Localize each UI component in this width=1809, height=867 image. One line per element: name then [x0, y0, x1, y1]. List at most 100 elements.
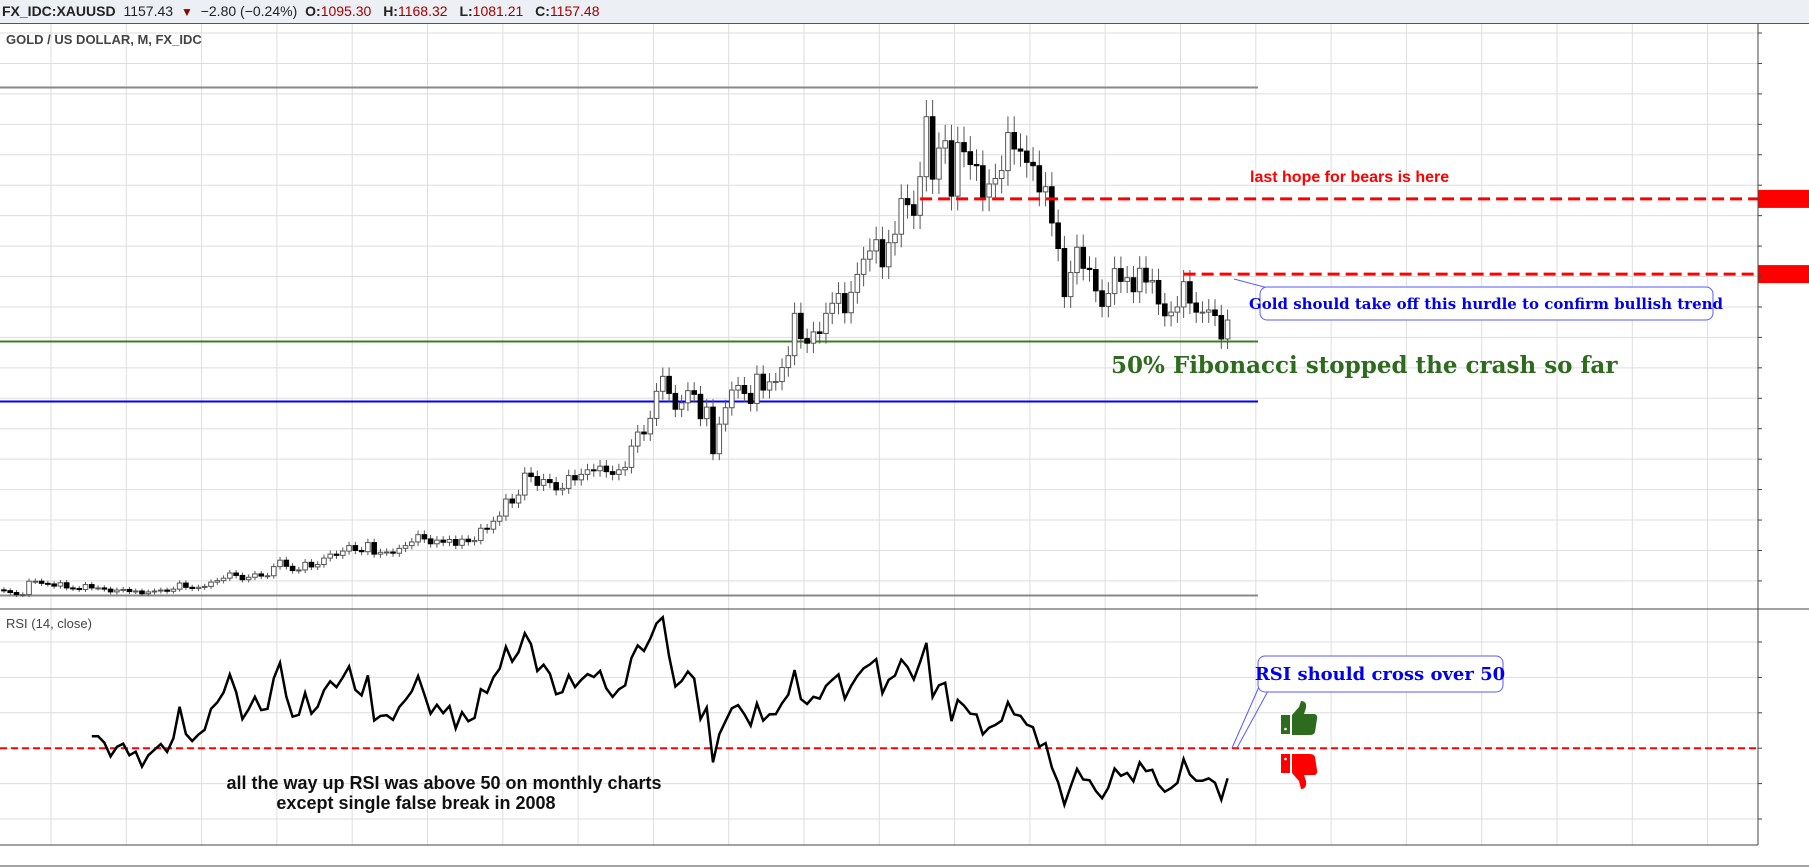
candle — [716, 416, 723, 461]
bears-annotation[interactable]: last hope for bears is here — [1250, 169, 1449, 186]
candle — [446, 535, 453, 547]
candle-body — [1055, 222, 1061, 250]
candle — [515, 489, 522, 509]
candle-body — [95, 587, 101, 590]
candle — [597, 459, 603, 477]
candle — [553, 476, 559, 496]
candle — [189, 584, 195, 592]
candle-body — [478, 527, 484, 541]
candle — [829, 292, 836, 325]
price-level-badge — [1758, 265, 1809, 284]
candle-body — [258, 573, 265, 577]
candle-body — [609, 471, 616, 475]
candle-body — [283, 559, 290, 567]
candle — [258, 570, 265, 579]
candle — [1136, 256, 1143, 304]
candle — [434, 536, 440, 548]
candle-body — [885, 242, 892, 268]
rsi-series — [0, 614, 1758, 810]
candle — [1036, 150, 1043, 207]
candle — [1155, 268, 1162, 315]
candle-body — [697, 393, 704, 420]
fibonacci-retracement[interactable] — [0, 86, 1258, 597]
candle — [660, 367, 666, 400]
rsi-note-line-1[interactable]: all the way up RSI was above 50 on month… — [226, 773, 661, 793]
candle-body — [948, 140, 955, 197]
rsi-callout[interactable]: RSI should cross over 50 — [1231, 655, 1505, 749]
candle — [904, 184, 911, 219]
candle — [616, 463, 622, 481]
candle-body — [1143, 267, 1149, 283]
candle — [948, 124, 955, 211]
hurdle-callout[interactable]: Gold should take off this hurdle to conf… — [1233, 278, 1724, 321]
candle-body — [678, 402, 685, 410]
candle-body — [616, 469, 622, 475]
candle — [1118, 256, 1124, 294]
candle — [998, 155, 1005, 194]
candle-body — [1111, 268, 1118, 295]
candle-body — [540, 479, 547, 486]
candle-body — [1049, 186, 1055, 224]
candle-body — [277, 559, 283, 568]
rsi-note-line-2[interactable]: except single false break in 2008 — [276, 793, 555, 813]
candle-body — [597, 465, 603, 472]
candle — [1199, 301, 1206, 323]
candle-body — [860, 258, 867, 275]
candle-body — [1092, 269, 1099, 292]
candle-body — [245, 576, 252, 581]
candle-body — [1118, 268, 1124, 282]
candle-body — [917, 176, 923, 216]
candle — [1030, 147, 1036, 181]
candle — [835, 282, 842, 315]
candle — [892, 221, 898, 256]
grid — [0, 24, 1758, 845]
candle-body — [220, 577, 227, 582]
candle-body — [333, 553, 340, 556]
horizontal-levels[interactable] — [920, 189, 1809, 284]
symbol-name[interactable]: FX_IDC:XAUUSD — [2, 3, 116, 19]
candle-body — [647, 417, 654, 435]
candle-body — [377, 551, 384, 555]
candle — [967, 136, 974, 180]
candle-body — [590, 469, 597, 472]
candle-body — [565, 475, 572, 489]
candle — [195, 584, 202, 592]
candle-body — [314, 563, 321, 568]
candle — [1099, 279, 1105, 318]
candle — [76, 586, 83, 592]
candle — [365, 538, 371, 556]
candle-body — [415, 534, 421, 543]
fib-stop-annotation[interactable]: 50% Fibonacci stopped the crash so far — [1111, 352, 1618, 379]
candle — [565, 469, 572, 494]
candle-body — [660, 375, 666, 392]
candle-body — [19, 594, 26, 597]
candle-body — [835, 293, 842, 304]
candle — [183, 580, 189, 590]
candle — [158, 587, 164, 594]
candle-body — [296, 569, 302, 572]
candle — [1180, 269, 1187, 318]
candle-body — [302, 561, 308, 571]
symbol-header: FX_IDC:XAUUSD 1157.43 ▼ −2.80 (−0.24%) O… — [0, 0, 1809, 24]
candle-body — [427, 538, 434, 545]
candle — [145, 589, 152, 597]
candle — [114, 587, 120, 595]
chart-canvas[interactable]: GOLD / US DOLLAR, M, FX_IDC RSI (14, clo… — [0, 24, 1809, 867]
candle-body — [383, 551, 390, 554]
candle — [57, 580, 64, 589]
price-change: −2.80 (−0.24%) — [200, 3, 298, 19]
candle-body — [779, 367, 785, 383]
candle — [760, 365, 767, 399]
candle — [823, 302, 829, 344]
candle-body — [816, 331, 823, 334]
candle-body — [710, 406, 716, 455]
candle-body — [252, 573, 258, 578]
indicator-title[interactable]: RSI (14, close) — [6, 616, 92, 631]
candle — [283, 556, 290, 570]
candle — [201, 583, 208, 590]
candle — [264, 572, 271, 579]
candle — [841, 282, 848, 324]
candle-body — [390, 551, 396, 554]
candle — [7, 588, 14, 595]
candle — [691, 382, 697, 403]
